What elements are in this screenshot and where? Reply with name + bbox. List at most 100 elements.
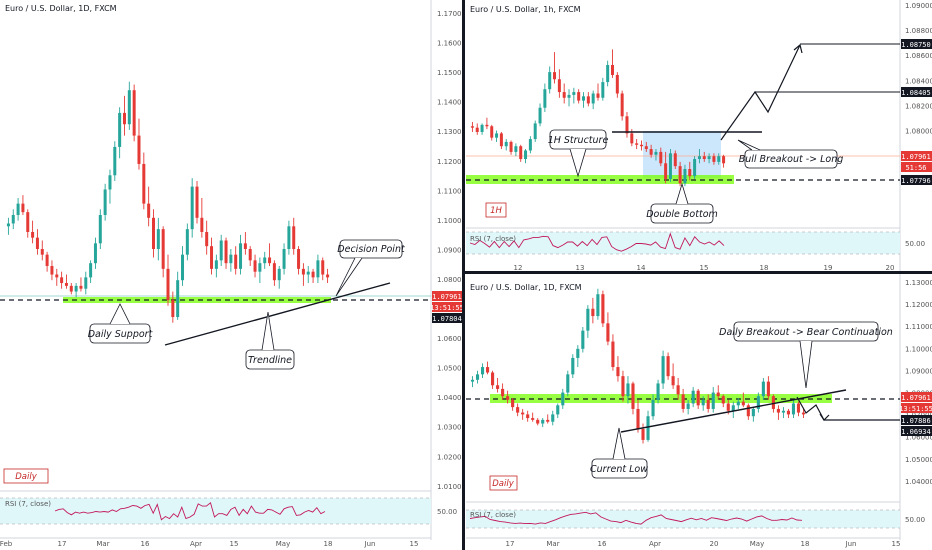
candle-body bbox=[664, 163, 668, 179]
candle-body bbox=[611, 341, 615, 368]
price-tick-label: 1.08800 bbox=[905, 27, 932, 35]
candle-body bbox=[79, 285, 83, 289]
br-daily-support-zone bbox=[490, 394, 832, 403]
candle-body bbox=[567, 94, 571, 98]
left-price-tag-current bbox=[432, 291, 462, 301]
candle-body bbox=[751, 408, 755, 417]
candle-body bbox=[205, 231, 209, 247]
candle-body bbox=[538, 107, 542, 124]
candle-body bbox=[490, 126, 494, 138]
candle-body bbox=[631, 383, 635, 409]
candle-body bbox=[69, 285, 73, 292]
left-price-tag-countdown bbox=[432, 302, 462, 312]
br-rsi-band bbox=[466, 510, 900, 528]
candle-body bbox=[40, 249, 44, 255]
decision-point-pointer bbox=[335, 257, 363, 297]
candle-body bbox=[480, 367, 485, 375]
price-tick-label: 1.02000 bbox=[437, 453, 466, 461]
candle-body bbox=[548, 72, 552, 90]
candle-body bbox=[210, 246, 214, 269]
br-trendline bbox=[620, 389, 847, 433]
br-price-tag-target bbox=[901, 426, 932, 436]
candle-body bbox=[326, 274, 330, 278]
price-tick-label: 1.09000 bbox=[905, 367, 932, 375]
left-daily-support-callout: Daily Support bbox=[88, 303, 154, 344]
candle-body bbox=[11, 214, 15, 224]
candle-body bbox=[142, 163, 146, 204]
tr-price-tag-target-2-text: 1.08750 bbox=[901, 41, 931, 49]
candle-body bbox=[683, 169, 687, 184]
left-trendline bbox=[164, 282, 391, 346]
price-tick-label: 1.08200 bbox=[905, 102, 932, 110]
candle-body bbox=[6, 223, 10, 227]
tr-bull-path bbox=[720, 44, 801, 141]
candle-body bbox=[626, 383, 630, 397]
tr-bull-callout: Bull Breakout -> Long bbox=[737, 139, 843, 169]
left-time-scale: Feb 17 Mar 16 Apr 15 May 18 Jun 15 bbox=[0, 540, 418, 548]
candle-body bbox=[649, 149, 653, 155]
price-tick-label: 1.14000 bbox=[437, 99, 466, 107]
candle-body bbox=[546, 419, 550, 422]
price-tick-label: 1.06000 bbox=[905, 434, 932, 442]
left-chart-title: Euro / U.S. Dollar, 1D, FXCM bbox=[5, 4, 117, 13]
candle-body bbox=[74, 285, 78, 292]
candle-body bbox=[630, 133, 634, 144]
br-bear-arrowhead bbox=[819, 413, 830, 421]
price-tick-label: 1.08400 bbox=[905, 77, 932, 85]
time-tick-label: 13 bbox=[576, 264, 585, 272]
br-bear-callout: Daily Breakout -> Bear Continuation bbox=[719, 321, 893, 389]
price-tick-label: 1.05000 bbox=[905, 456, 932, 464]
br-rsi-pane: RSI (7, close) 50.00 bbox=[466, 501, 925, 529]
br-rsi-tick: 50.00 bbox=[905, 516, 925, 524]
candle-body bbox=[93, 243, 97, 264]
candle-body bbox=[661, 356, 665, 384]
candle-body bbox=[190, 186, 194, 230]
candle-body bbox=[676, 385, 680, 395]
daily-support-pointer bbox=[109, 303, 131, 325]
candle-body bbox=[556, 405, 560, 415]
decision-point-label: Decision Point bbox=[337, 244, 406, 255]
candle-body bbox=[491, 372, 495, 386]
br-rsi-title: RSI (7, close) bbox=[470, 511, 516, 519]
candle-body bbox=[475, 374, 480, 380]
price-tick-label: 1.01000 bbox=[437, 483, 466, 491]
candle-body bbox=[171, 300, 175, 318]
left-price-tag-countdown-text: 13:51:55 bbox=[430, 304, 464, 312]
price-tick-label: 1.16000 bbox=[437, 40, 466, 48]
bear-continuation-pointer bbox=[799, 340, 813, 389]
tr-timeframe-label-box bbox=[485, 202, 507, 218]
double-bottom-pointer bbox=[675, 182, 689, 205]
candle-body bbox=[791, 403, 796, 415]
price-tick-label: 1.13000 bbox=[437, 128, 466, 136]
candle-body bbox=[591, 308, 595, 317]
left-chart-background bbox=[0, 0, 462, 550]
candle-body bbox=[277, 268, 281, 281]
candle-body bbox=[35, 237, 39, 249]
tr-support-zone bbox=[466, 175, 734, 184]
time-tick-label: Apr bbox=[649, 540, 661, 548]
left-rsi-pane: RSI (7, close) 50.00 bbox=[0, 490, 457, 525]
candle-body bbox=[176, 280, 180, 318]
candle-body bbox=[521, 412, 525, 415]
candle-body bbox=[553, 72, 557, 80]
br-current-low-callout: Current Low bbox=[590, 427, 648, 479]
candle-body bbox=[606, 64, 610, 83]
br-chart-background bbox=[465, 274, 932, 550]
left-rsi-line bbox=[54, 502, 326, 521]
candle-body bbox=[693, 159, 697, 177]
candle-body bbox=[292, 226, 296, 249]
left-decision-point-callout: Decision Point bbox=[335, 239, 406, 297]
price-tick-label: 1.08000 bbox=[905, 128, 932, 136]
candle-body bbox=[316, 260, 320, 278]
candle-body bbox=[306, 271, 310, 275]
candle-body bbox=[716, 392, 720, 397]
br-candles bbox=[470, 288, 806, 444]
candle-body bbox=[561, 392, 565, 406]
candle-body bbox=[181, 254, 185, 281]
candle-body bbox=[571, 357, 575, 375]
left-rsi-tick: 50.00 bbox=[437, 508, 457, 516]
candle-body bbox=[229, 254, 233, 264]
candle-body bbox=[621, 376, 625, 397]
candle-body bbox=[524, 150, 528, 160]
